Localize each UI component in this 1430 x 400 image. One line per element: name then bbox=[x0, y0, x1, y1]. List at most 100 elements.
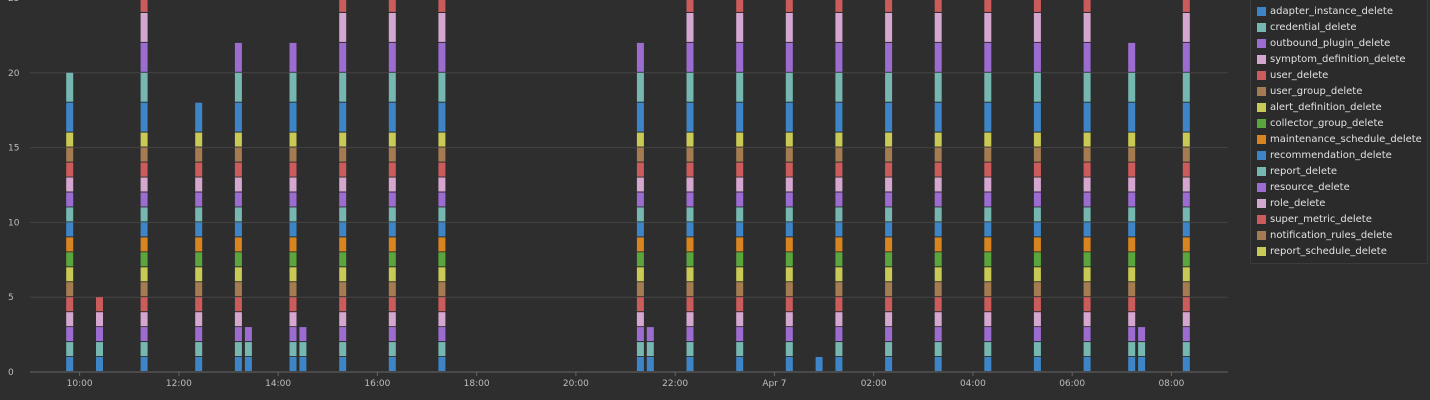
y-tick-label: 20 bbox=[8, 69, 20, 79]
bar-segment bbox=[438, 312, 446, 327]
legend-item[interactable]: notification_rules_delete bbox=[1257, 227, 1427, 243]
bar-segment bbox=[289, 297, 297, 312]
bar-segment bbox=[1128, 177, 1136, 192]
legend-item[interactable]: user_delete bbox=[1257, 67, 1427, 83]
bar-segment bbox=[299, 327, 307, 342]
legend-item[interactable]: credential_delete bbox=[1257, 19, 1427, 35]
legend-item[interactable]: maintenance_schedule_delete bbox=[1257, 131, 1427, 147]
bar-segment bbox=[339, 207, 347, 222]
bar-segment bbox=[785, 297, 793, 312]
x-tick-label: 14:00 bbox=[265, 379, 291, 389]
legend-item[interactable]: recommendation_delete bbox=[1257, 147, 1427, 163]
bar-segment bbox=[686, 222, 694, 237]
bar-segment bbox=[636, 282, 644, 297]
bar-segment bbox=[686, 147, 694, 162]
bar-segment bbox=[885, 252, 893, 267]
bar-segment bbox=[686, 342, 694, 357]
bar-segment bbox=[1033, 252, 1041, 267]
bar-segment bbox=[835, 357, 843, 371]
legend-swatch bbox=[1257, 214, 1266, 224]
y-tick-label: 10 bbox=[8, 218, 20, 228]
bar-segment bbox=[885, 132, 893, 147]
bar-segment bbox=[66, 252, 74, 267]
grid-lines bbox=[30, 72, 1228, 373]
bar-segment bbox=[195, 267, 203, 282]
bar-segment bbox=[1033, 13, 1041, 42]
bar-segment bbox=[785, 13, 793, 42]
legend-swatch bbox=[1257, 150, 1266, 160]
bar-segment bbox=[835, 297, 843, 312]
bar-segment bbox=[736, 327, 744, 342]
bar-segment bbox=[815, 357, 823, 371]
bar-segment bbox=[339, 267, 347, 282]
bar-segment bbox=[438, 177, 446, 192]
x-axis-ticks: 10:00 12:00 14:00 16:00 18:00 20:00 22:00 Apr 7… bbox=[67, 372, 1185, 389]
bar-segment bbox=[1128, 312, 1136, 327]
x-tick-label: Apr 7 bbox=[762, 379, 786, 389]
bar-segment bbox=[1083, 42, 1091, 72]
legend-label: notification_rules_delete bbox=[1270, 229, 1393, 241]
bar-segment bbox=[984, 13, 992, 42]
bar-segment bbox=[339, 102, 347, 132]
x-tick-label: 16:00 bbox=[364, 379, 390, 389]
bar-segment bbox=[289, 342, 297, 357]
bar-segment bbox=[140, 102, 148, 132]
bar-segment bbox=[234, 192, 242, 207]
legend-item[interactable]: resource_delete bbox=[1257, 179, 1427, 195]
bar-segment bbox=[785, 102, 793, 132]
legend-item[interactable]: role_delete bbox=[1257, 195, 1427, 211]
bar-segment bbox=[636, 297, 644, 312]
legend-item[interactable]: super_metric_delete bbox=[1257, 211, 1427, 227]
y-tick-label: 25 bbox=[8, 0, 19, 4]
bar-segment bbox=[140, 342, 148, 357]
legend-item[interactable]: alert_definition_delete bbox=[1257, 99, 1427, 115]
bar-segment bbox=[1182, 102, 1190, 132]
legend-item[interactable]: adapter_instance_delete bbox=[1257, 3, 1427, 19]
bar-segment bbox=[66, 237, 74, 252]
bar-segment bbox=[934, 162, 942, 177]
bar-segment bbox=[339, 282, 347, 297]
bar-segment bbox=[636, 312, 644, 327]
bar-segment bbox=[1128, 102, 1136, 132]
bar-segment bbox=[66, 282, 74, 297]
bar-segment bbox=[934, 342, 942, 357]
legend-item[interactable]: report_delete bbox=[1257, 163, 1427, 179]
bar-segment bbox=[66, 177, 74, 192]
bar-segment bbox=[234, 267, 242, 282]
bar-segment bbox=[339, 132, 347, 147]
bar-segment bbox=[934, 42, 942, 72]
bar-segment bbox=[984, 252, 992, 267]
bar-segment bbox=[438, 207, 446, 222]
bar-segment bbox=[1182, 237, 1190, 252]
legend-swatch bbox=[1257, 182, 1266, 192]
bar-segment bbox=[234, 312, 242, 327]
bar-segment bbox=[736, 342, 744, 357]
bar-segment bbox=[140, 267, 148, 282]
legend-item[interactable]: report_schedule_delete bbox=[1257, 243, 1427, 259]
bar-segment bbox=[736, 147, 744, 162]
bar-segment bbox=[885, 177, 893, 192]
legend-label: outbound_plugin_delete bbox=[1270, 37, 1391, 49]
bar-segment bbox=[388, 132, 396, 147]
bars bbox=[66, 0, 1190, 371]
bar-segment bbox=[686, 72, 694, 102]
bar-segment bbox=[234, 162, 242, 177]
bar-segment bbox=[1083, 297, 1091, 312]
bar-segment bbox=[234, 327, 242, 342]
bar-segment bbox=[289, 267, 297, 282]
legend-item[interactable]: outbound_plugin_delete bbox=[1257, 35, 1427, 51]
bar-segment bbox=[984, 312, 992, 327]
legend-swatch bbox=[1257, 22, 1266, 32]
legend-item[interactable]: symptom_definition_delete bbox=[1257, 51, 1427, 67]
legend-swatch bbox=[1257, 70, 1266, 80]
bar-segment bbox=[140, 282, 148, 297]
bar-segment bbox=[785, 162, 793, 177]
legend-item[interactable]: user_group_delete bbox=[1257, 83, 1427, 99]
bar-segment bbox=[934, 267, 942, 282]
bar-segment bbox=[785, 327, 793, 342]
bar-segment bbox=[636, 357, 644, 371]
legend-item[interactable]: collector_group_delete bbox=[1257, 115, 1427, 131]
bar-segment bbox=[339, 162, 347, 177]
bar-segment bbox=[1182, 282, 1190, 297]
bar-segment bbox=[785, 0, 793, 12]
